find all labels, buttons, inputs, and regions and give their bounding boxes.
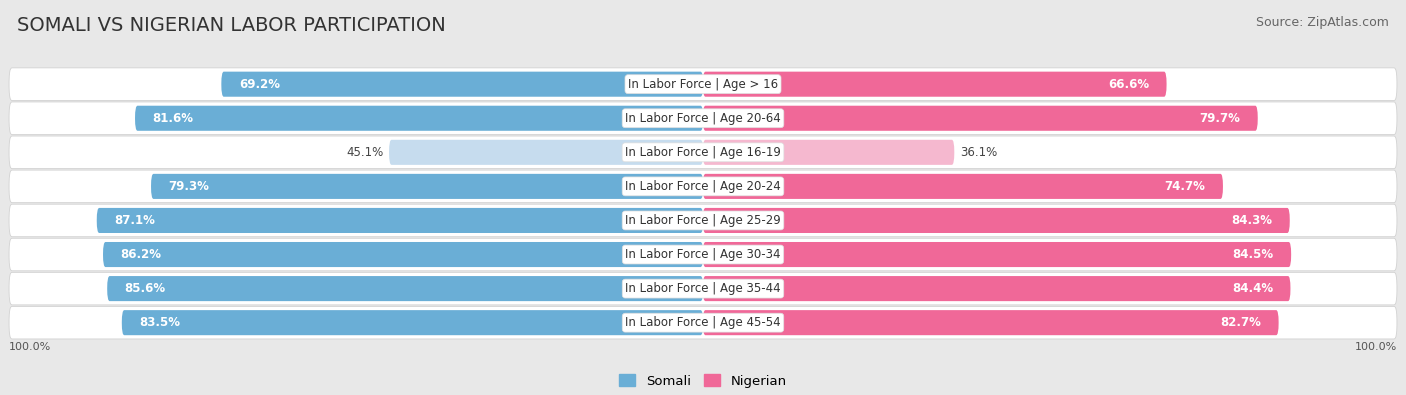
- Text: 86.2%: 86.2%: [121, 248, 162, 261]
- Text: 74.7%: 74.7%: [1164, 180, 1205, 193]
- FancyBboxPatch shape: [8, 68, 1398, 100]
- Text: Source: ZipAtlas.com: Source: ZipAtlas.com: [1256, 16, 1389, 29]
- Text: 45.1%: 45.1%: [346, 146, 384, 159]
- Text: 36.1%: 36.1%: [960, 146, 997, 159]
- Text: 84.4%: 84.4%: [1232, 282, 1272, 295]
- FancyBboxPatch shape: [8, 170, 1398, 203]
- Text: 66.6%: 66.6%: [1108, 78, 1149, 91]
- Text: In Labor Force | Age 20-24: In Labor Force | Age 20-24: [626, 180, 780, 193]
- Text: In Labor Force | Age 16-19: In Labor Force | Age 16-19: [626, 146, 780, 159]
- FancyBboxPatch shape: [389, 140, 703, 165]
- Text: In Labor Force | Age 20-64: In Labor Force | Age 20-64: [626, 112, 780, 125]
- Text: 100.0%: 100.0%: [1354, 342, 1398, 352]
- FancyBboxPatch shape: [221, 71, 703, 97]
- FancyBboxPatch shape: [8, 136, 1398, 169]
- Text: 85.6%: 85.6%: [125, 282, 166, 295]
- Text: 79.3%: 79.3%: [169, 180, 209, 193]
- Text: In Labor Force | Age 45-54: In Labor Force | Age 45-54: [626, 316, 780, 329]
- FancyBboxPatch shape: [8, 307, 1398, 339]
- Text: 87.1%: 87.1%: [114, 214, 155, 227]
- FancyBboxPatch shape: [97, 208, 703, 233]
- Text: 69.2%: 69.2%: [239, 78, 280, 91]
- Text: 84.5%: 84.5%: [1233, 248, 1274, 261]
- Text: In Labor Force | Age 30-34: In Labor Force | Age 30-34: [626, 248, 780, 261]
- Text: 81.6%: 81.6%: [152, 112, 194, 125]
- Text: SOMALI VS NIGERIAN LABOR PARTICIPATION: SOMALI VS NIGERIAN LABOR PARTICIPATION: [17, 16, 446, 35]
- FancyBboxPatch shape: [150, 174, 703, 199]
- FancyBboxPatch shape: [135, 106, 703, 131]
- FancyBboxPatch shape: [703, 276, 1291, 301]
- FancyBboxPatch shape: [8, 102, 1398, 135]
- Text: 82.7%: 82.7%: [1220, 316, 1261, 329]
- Text: 100.0%: 100.0%: [8, 342, 52, 352]
- FancyBboxPatch shape: [107, 276, 703, 301]
- FancyBboxPatch shape: [703, 174, 1223, 199]
- Text: 84.3%: 84.3%: [1232, 214, 1272, 227]
- Text: In Labor Force | Age 35-44: In Labor Force | Age 35-44: [626, 282, 780, 295]
- FancyBboxPatch shape: [703, 140, 955, 165]
- FancyBboxPatch shape: [103, 242, 703, 267]
- FancyBboxPatch shape: [8, 238, 1398, 271]
- Text: 79.7%: 79.7%: [1199, 112, 1240, 125]
- Text: In Labor Force | Age > 16: In Labor Force | Age > 16: [628, 78, 778, 91]
- FancyBboxPatch shape: [703, 208, 1289, 233]
- FancyBboxPatch shape: [703, 242, 1291, 267]
- FancyBboxPatch shape: [703, 71, 1167, 97]
- FancyBboxPatch shape: [8, 272, 1398, 305]
- Text: In Labor Force | Age 25-29: In Labor Force | Age 25-29: [626, 214, 780, 227]
- FancyBboxPatch shape: [703, 310, 1278, 335]
- FancyBboxPatch shape: [122, 310, 703, 335]
- Text: 83.5%: 83.5%: [139, 316, 180, 329]
- FancyBboxPatch shape: [8, 204, 1398, 237]
- Legend: Somali, Nigerian: Somali, Nigerian: [614, 369, 792, 393]
- FancyBboxPatch shape: [703, 106, 1258, 131]
